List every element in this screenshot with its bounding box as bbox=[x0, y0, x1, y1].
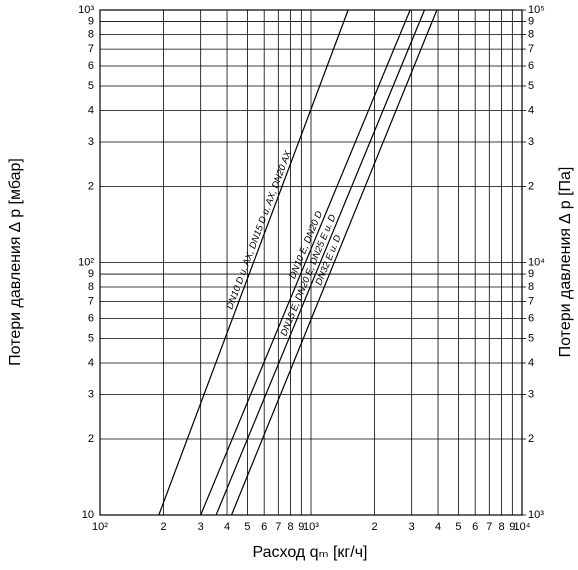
x-tick-label: 6 bbox=[472, 521, 478, 533]
series-line bbox=[200, 9, 411, 516]
y-tick-label: 9 bbox=[88, 268, 94, 280]
y2-tick-label: 10⁵ bbox=[528, 4, 545, 16]
y-tick-label: 8 bbox=[88, 28, 94, 40]
x-tick-label: 8 bbox=[498, 521, 504, 533]
y2-tick-label: 4 bbox=[528, 357, 534, 369]
y2-tick-label: 2 bbox=[528, 180, 534, 192]
y2-tick-label: 10³ bbox=[528, 509, 544, 521]
series-line bbox=[215, 9, 426, 516]
y-tick-label: 4 bbox=[88, 357, 94, 369]
y-tick-label: 5 bbox=[88, 332, 94, 344]
y-tick-label: 6 bbox=[88, 60, 94, 72]
series-label: DN10 D u. AX, DN15 D u. AX, DN20 AX bbox=[225, 149, 295, 311]
x-tick-label: 2 bbox=[160, 521, 166, 533]
x-tick-label: 7 bbox=[275, 521, 281, 533]
x-tick-label: 9 bbox=[509, 521, 515, 533]
y2-tick-label: 4 bbox=[528, 104, 534, 116]
y2-tick-label: 3 bbox=[528, 136, 534, 148]
y-tick-label: 9 bbox=[88, 15, 94, 27]
x-tick-label: 5 bbox=[455, 521, 461, 533]
x-axis-title: Расход qₘ [кг/ч] bbox=[252, 544, 367, 561]
x-tick-label: 10⁴ bbox=[514, 521, 531, 533]
y2-tick-label: 3 bbox=[528, 388, 534, 400]
y-tick-label: 2 bbox=[88, 180, 94, 192]
y-tick-label: 7 bbox=[88, 296, 94, 308]
y-axis-title: Потери давления ∆ p [мбар] bbox=[7, 158, 24, 366]
y2-tick-label: 5 bbox=[528, 332, 534, 344]
y2-tick-label: 5 bbox=[528, 80, 534, 92]
x-tick-label: 8 bbox=[287, 521, 293, 533]
y2-tick-label: 2 bbox=[528, 433, 534, 445]
x-tick-label: 10³ bbox=[303, 521, 319, 533]
y2-tick-label: 8 bbox=[528, 28, 534, 40]
y2-axis-title: Потери давления ∆ p [Па] bbox=[557, 167, 574, 358]
y-tick-label: 7 bbox=[88, 43, 94, 55]
x-tick-label: 7 bbox=[486, 521, 492, 533]
y-tick-label: 3 bbox=[88, 388, 94, 400]
x-tick-label: 4 bbox=[435, 521, 441, 533]
y2-tick-label: 9 bbox=[528, 268, 534, 280]
y-tick-label: 3 bbox=[88, 136, 94, 148]
y-tick-label: 10 bbox=[82, 509, 94, 521]
y-tick-label: 8 bbox=[88, 281, 94, 293]
y2-tick-label: 7 bbox=[528, 43, 534, 55]
x-tick-label: 3 bbox=[409, 521, 415, 533]
y2-tick-label: 10⁴ bbox=[528, 256, 545, 268]
y-tick-label: 10² bbox=[78, 256, 94, 268]
y-tick-label: 2 bbox=[88, 433, 94, 445]
y2-tick-label: 6 bbox=[528, 60, 534, 72]
y2-tick-label: 9 bbox=[528, 15, 534, 27]
x-tick-label: 10² bbox=[92, 521, 108, 533]
y-tick-label: 10³ bbox=[78, 4, 94, 16]
y-tick-label: 4 bbox=[88, 104, 94, 116]
x-tick-label: 9 bbox=[298, 521, 304, 533]
x-tick-label: 5 bbox=[244, 521, 250, 533]
y-tick-label: 6 bbox=[88, 312, 94, 324]
series-line bbox=[158, 9, 349, 516]
x-tick-label: 6 bbox=[261, 521, 267, 533]
y2-tick-label: 7 bbox=[528, 296, 534, 308]
x-tick-label: 3 bbox=[198, 521, 204, 533]
x-tick-label: 4 bbox=[224, 521, 230, 533]
y2-tick-label: 6 bbox=[528, 312, 534, 324]
y2-tick-label: 8 bbox=[528, 281, 534, 293]
y-tick-label: 5 bbox=[88, 80, 94, 92]
plot-frame bbox=[99, 9, 523, 516]
x-tick-label: 2 bbox=[371, 521, 377, 533]
series-line bbox=[230, 9, 438, 516]
